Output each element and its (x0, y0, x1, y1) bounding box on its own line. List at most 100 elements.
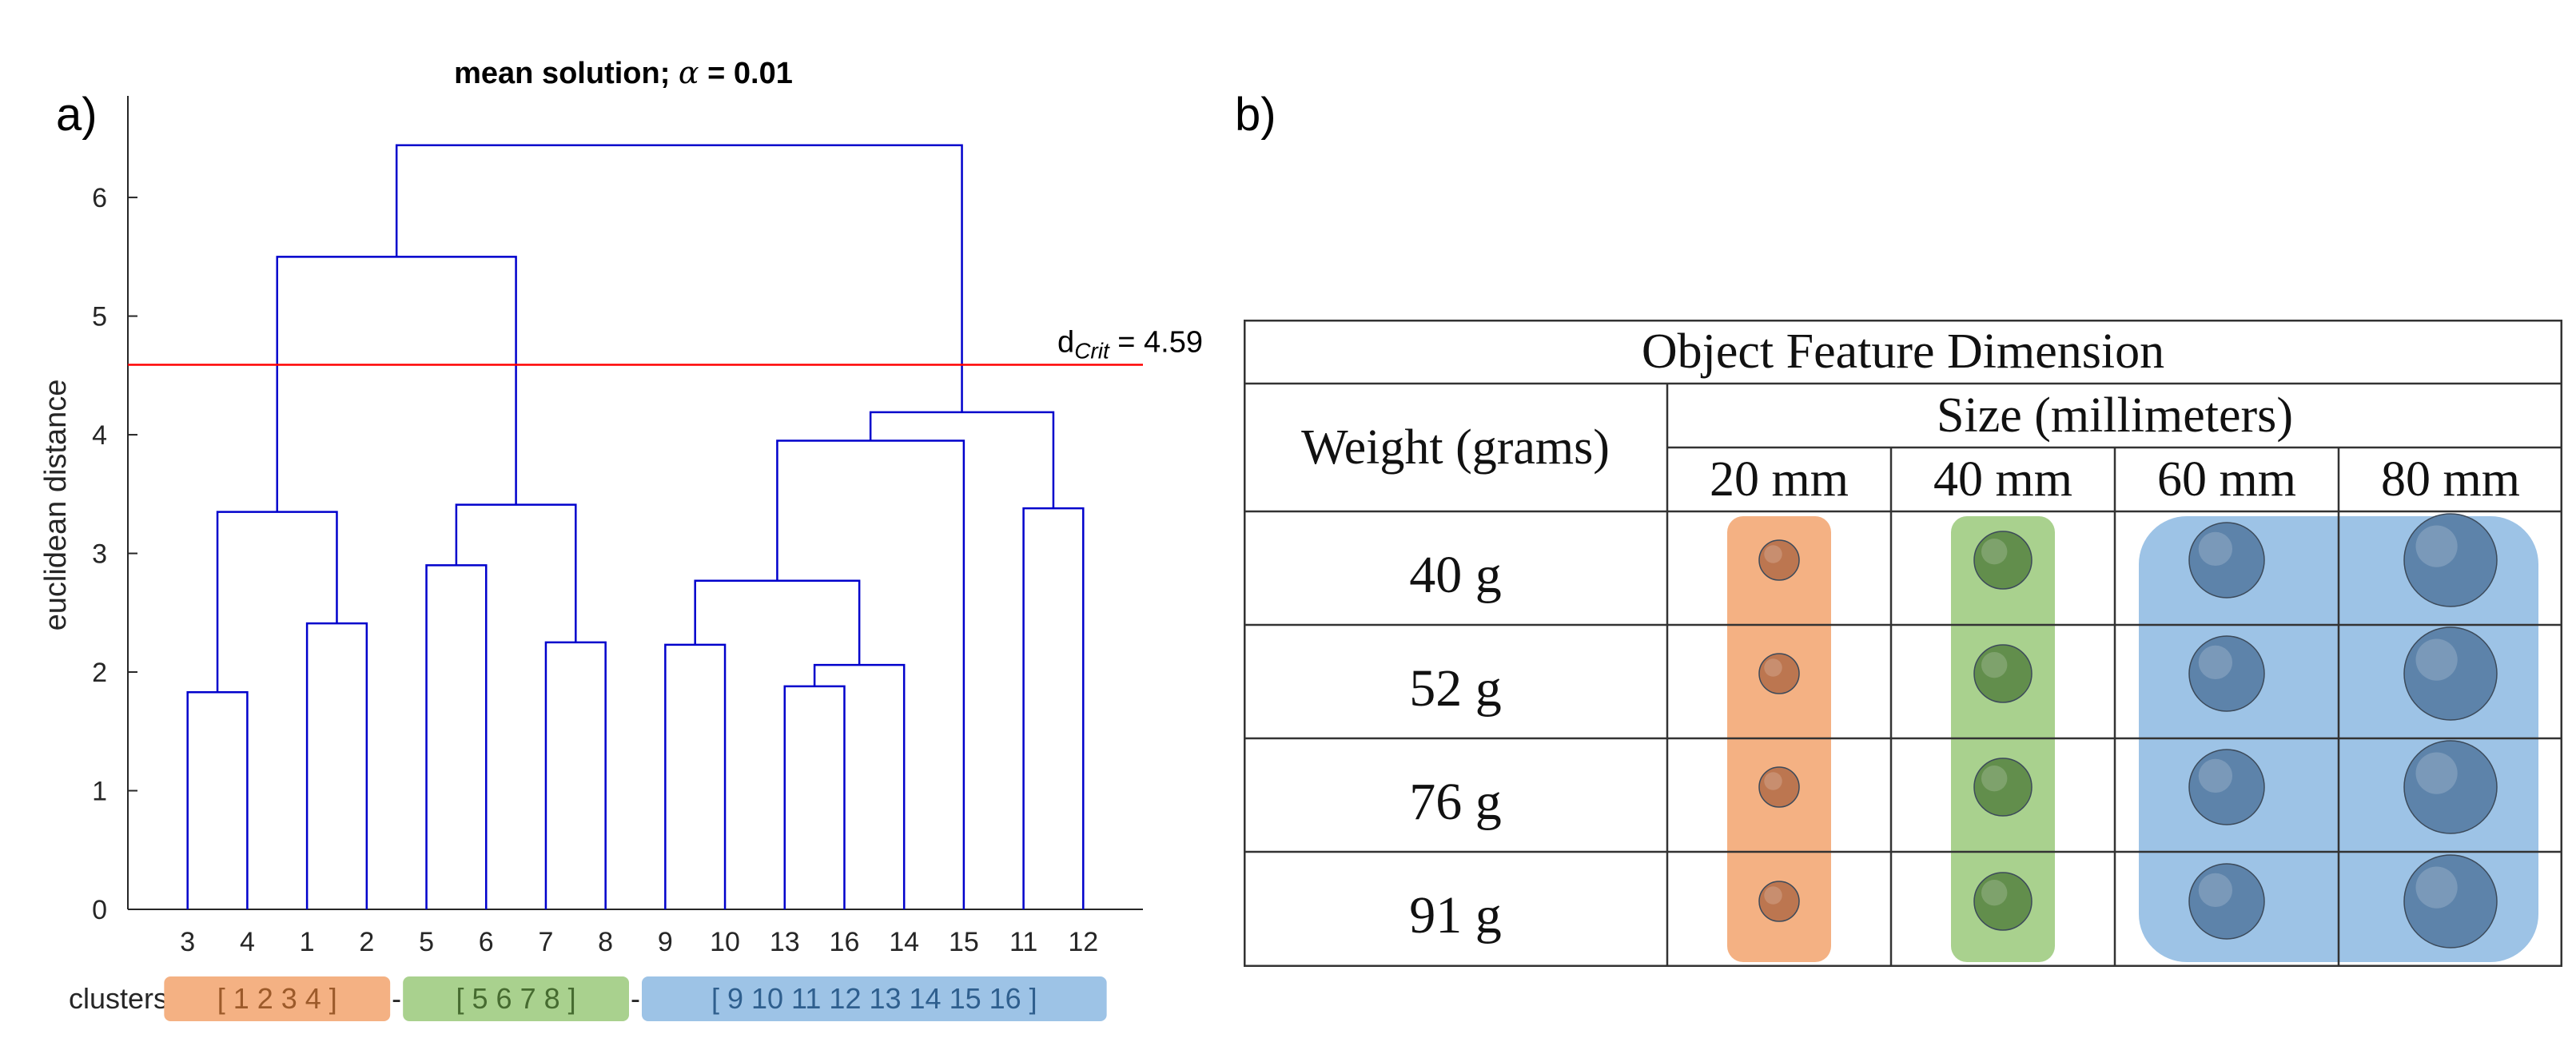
threshold-label: dCrit = 4.59 (1057, 325, 1203, 363)
object-ball (2188, 522, 2265, 599)
leaf-label: 5 (419, 927, 434, 957)
object-ball (1973, 644, 2033, 703)
y-tick-label: 5 (92, 302, 107, 332)
feature-table-grid (1244, 320, 2562, 967)
object-ball (1973, 531, 2033, 590)
leaf-label: 9 (658, 927, 673, 957)
dendrogram-link (664, 643, 727, 909)
object-ball (2403, 513, 2498, 607)
object-ball (2403, 740, 2498, 834)
table-title: Object Feature Dimension (1641, 324, 2165, 379)
chart-title-prefix: mean solution; (454, 57, 679, 90)
dendrogram-link (305, 622, 368, 909)
leaf-label: 2 (359, 927, 374, 957)
row-label-40g: 40 g (1409, 546, 1502, 604)
panel-label-b: b) (1235, 89, 1276, 141)
y-tick-label: 4 (92, 420, 107, 451)
object-ball (1758, 881, 1800, 922)
leaf-label: 12 (1068, 927, 1098, 957)
dendrogram-link (216, 511, 338, 693)
leaf-label: 3 (180, 927, 195, 957)
object-ball-highlight (2198, 531, 2233, 567)
object-ball-highlight (2415, 752, 2458, 794)
col-header-20mm: 20 mm (1710, 452, 1849, 507)
object-ball-highlight (2198, 758, 2233, 793)
dendrogram-link (395, 144, 963, 412)
dendrogram-link (276, 256, 517, 512)
dendrogram-link (776, 439, 966, 909)
object-ball (2188, 863, 2265, 940)
object-ball-highlight (1764, 772, 1782, 790)
object-ball (1973, 758, 2033, 817)
cluster-separator: - (392, 982, 401, 1015)
object-ball-highlight (1764, 886, 1782, 905)
object-ball (1758, 539, 1800, 581)
y-tick-label: 1 (92, 777, 107, 807)
object-ball-highlight (1981, 539, 2008, 565)
leaf-label: 6 (479, 927, 494, 957)
row-header-weight: Weight (grams) (1301, 420, 1610, 475)
object-ball (2188, 635, 2265, 712)
object-ball (1758, 766, 1800, 808)
y-tick-label: 6 (92, 183, 107, 213)
object-ball-highlight (1764, 658, 1782, 677)
leaf-label: 14 (889, 927, 919, 957)
threshold-label-sub: Crit (1074, 338, 1110, 363)
leaf-label: 11 (1009, 927, 1037, 957)
chart-title: mean solution; α = 0.01 (454, 55, 793, 90)
dendrogram-link (425, 564, 488, 909)
leaf-label: 10 (710, 927, 740, 957)
leaf-label: 7 (538, 927, 553, 957)
cluster-label: [ 9 10 11 12 13 14 15 16 ] (711, 982, 1037, 1015)
col-header-60mm: 60 mm (2157, 452, 2296, 507)
object-ball (1758, 653, 1800, 694)
row-label-52g: 52 g (1409, 659, 1502, 718)
dendrogram-link (813, 663, 906, 909)
object-ball-highlight (2415, 866, 2458, 909)
y-tick-label: 2 (92, 658, 107, 688)
y-axis-label: euclidean distance (39, 380, 73, 631)
leaf-label: 16 (830, 927, 860, 957)
col-header-40mm: 40 mm (1933, 452, 2072, 507)
dendrogram-link (455, 503, 577, 642)
clusters-label: clusters: (69, 982, 176, 1015)
cluster-label: [ 5 6 7 8 ] (456, 982, 576, 1015)
object-ball-highlight (2415, 525, 2458, 567)
object-ball-highlight (2198, 873, 2233, 908)
cluster-box (164, 976, 391, 1021)
leaf-label: 8 (598, 927, 613, 957)
cluster-box (403, 976, 629, 1021)
dendrogram-chart: mean solution; α = 0.010123456euclidean … (39, 55, 1203, 1021)
dendrogram-link (1022, 507, 1085, 909)
object-ball-highlight (1981, 880, 2008, 906)
panel-label-a: a) (56, 89, 98, 141)
threshold-label-d: d (1057, 325, 1074, 359)
dendrogram-link (869, 411, 1055, 509)
row-label-91g: 91 g (1409, 886, 1502, 945)
col-group-header-size: Size (millimeters) (1937, 388, 2293, 443)
table-border (1244, 320, 2562, 967)
object-ball (2403, 854, 2498, 949)
y-tick-label: 3 (92, 539, 107, 570)
row-label-76g: 76 g (1409, 773, 1502, 831)
dendrogram-link (783, 685, 846, 909)
object-ball (2403, 626, 2498, 721)
feature-table: Object Feature Dimension Weight (grams) … (1244, 320, 2562, 967)
leaf-label: 4 (240, 927, 255, 957)
dendrogram-link (694, 579, 861, 666)
threshold-label-value: = 4.59 (1109, 325, 1203, 359)
object-ball (2188, 749, 2265, 825)
object-ball-highlight (1981, 652, 2008, 678)
chart-title-alpha: α (679, 55, 699, 90)
object-ball-highlight (1981, 766, 2008, 792)
y-tick-label: 0 (92, 895, 107, 925)
object-ball-highlight (2415, 638, 2458, 681)
leaf-label: 1 (300, 927, 315, 957)
col-header-80mm: 80 mm (2381, 452, 2520, 507)
object-ball-highlight (1764, 545, 1782, 563)
cluster-label: [ 1 2 3 4 ] (217, 982, 337, 1015)
leaf-label: 13 (770, 927, 800, 957)
cluster-box (642, 976, 1107, 1021)
chart-title-suffix: = 0.01 (699, 57, 793, 90)
object-ball-highlight (2198, 645, 2233, 680)
